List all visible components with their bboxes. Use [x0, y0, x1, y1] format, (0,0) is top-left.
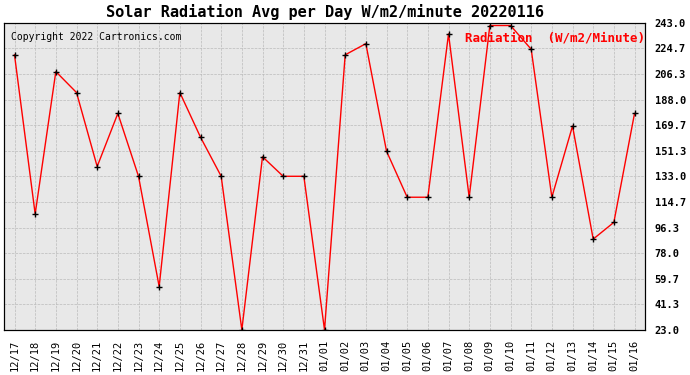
Text: Radiation  (W/m2/Minute): Radiation (W/m2/Minute)	[466, 32, 645, 45]
Text: Copyright 2022 Cartronics.com: Copyright 2022 Cartronics.com	[10, 32, 181, 42]
Title: Solar Radiation Avg per Day W/m2/minute 20220116: Solar Radiation Avg per Day W/m2/minute …	[106, 4, 544, 20]
